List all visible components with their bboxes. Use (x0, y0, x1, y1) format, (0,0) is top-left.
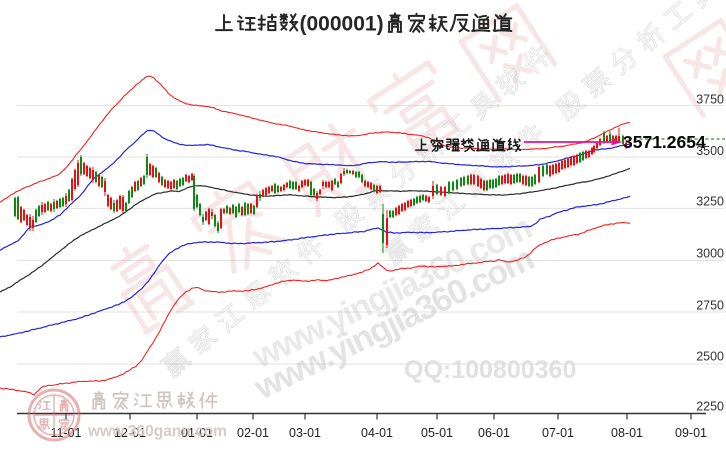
svg-text:03-01: 03-01 (289, 426, 321, 440)
svg-text:3000: 3000 (696, 246, 724, 260)
svg-text:3500: 3500 (696, 144, 724, 158)
svg-text:3571.2654: 3571.2654 (623, 132, 706, 152)
svg-text:02-01: 02-01 (237, 426, 269, 440)
svg-text:www.360gann.com: www.360gann.com (87, 423, 227, 440)
svg-text:2750: 2750 (696, 298, 724, 312)
svg-text:08-01: 08-01 (611, 426, 643, 440)
svg-text:04-01: 04-01 (361, 426, 393, 440)
svg-text:QQ:100800360: QQ:100800360 (404, 356, 576, 384)
svg-text:3250: 3250 (696, 194, 724, 208)
svg-text:(000001): (000001) (300, 13, 384, 36)
svg-text:2500: 2500 (696, 349, 724, 363)
svg-text:07-01: 07-01 (542, 426, 574, 440)
svg-text:09-01: 09-01 (675, 426, 707, 440)
svg-text:06-01: 06-01 (478, 426, 510, 440)
svg-text:3750: 3750 (696, 92, 724, 106)
svg-text:2250: 2250 (696, 399, 724, 413)
svg-text:01-01: 01-01 (181, 426, 213, 440)
svg-text:05-01: 05-01 (421, 426, 453, 440)
svg-text:12-01: 12-01 (114, 426, 146, 440)
